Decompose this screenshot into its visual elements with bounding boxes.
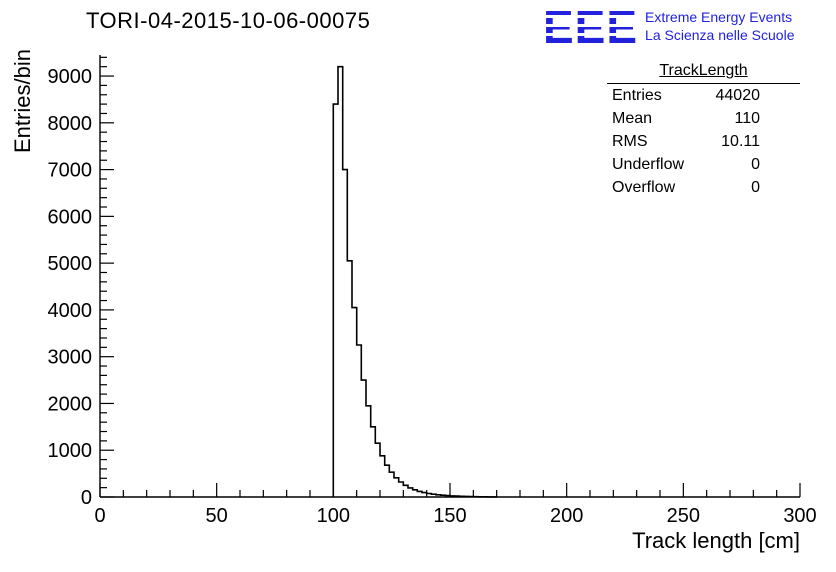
y-tick-label: 9000 [48, 66, 93, 88]
logo-tagline-2: La Scienza nelle Scuole [645, 27, 795, 44]
logo-stripe [542, 15, 640, 18]
logo-taglines: Extreme Energy Events La Scienza nelle S… [645, 8, 794, 44]
y-tick-label: 1000 [48, 440, 93, 462]
stats-row: Overflow 0 [607, 176, 800, 199]
eee-acronym-text: EEE [543, 1, 639, 53]
stats-row-label: Entries [612, 86, 662, 104]
x-tick-label: 150 [433, 505, 466, 527]
x-tick-label: 50 [206, 505, 228, 527]
stats-row-label: RMS [612, 132, 648, 150]
y-tick-label: 5000 [48, 253, 93, 275]
eee-logo-letters: EEE [542, 1, 640, 53]
x-tick-label: 100 [317, 505, 350, 527]
y-tick-label: 6000 [48, 206, 93, 228]
y-tick-label: 0 [81, 487, 92, 509]
x-tick-label: 0 [94, 505, 105, 527]
stats-row-label: Underflow [612, 155, 685, 173]
stats-row: Underflow 0 [607, 153, 800, 176]
y-tick-label: 8000 [48, 113, 93, 135]
x-tick-label: 250 [667, 505, 700, 527]
stats-title: TrackLength [607, 62, 800, 84]
stats-row-label: Overflow [612, 178, 676, 196]
y-tick-label: 4000 [48, 300, 93, 322]
x-axis-title: Track length [cm] [632, 528, 800, 553]
stats-row-value: 10.11 [721, 132, 760, 150]
logo-stripe [542, 24, 640, 27]
stats-row-value: 44020 [715, 86, 761, 104]
stats-row-value: 0 [751, 155, 760, 173]
y-tick-label: 2000 [48, 393, 93, 415]
y-tick-label: 3000 [48, 347, 93, 369]
logo-stripe [542, 33, 640, 36]
logo-tagline-1: Extreme Energy Events [645, 9, 793, 25]
x-tick-label: 200 [550, 505, 583, 527]
stats-row-value: 110 [734, 109, 760, 127]
stats-row: Mean 110 [607, 107, 800, 130]
x-tick-label: 300 [783, 505, 816, 527]
y-axis-title: Entries/bin [10, 49, 35, 153]
stats-row: RMS 10.11 [607, 130, 800, 153]
stats-box: TrackLength Entries 44020 Mean 110 RMS 1… [607, 62, 800, 199]
stats-row-value: 0 [751, 178, 760, 196]
stats-row-label: Mean [612, 109, 653, 127]
eee-logo: EEE Extreme Energy Events La Scienza nel… [542, 1, 794, 53]
plot-title: TORI-04-2015-10-06-00075 [86, 8, 371, 33]
histogram-line [332, 65, 498, 498]
stats-row: Entries 44020 [607, 84, 800, 107]
y-tick-label: 7000 [48, 160, 93, 182]
